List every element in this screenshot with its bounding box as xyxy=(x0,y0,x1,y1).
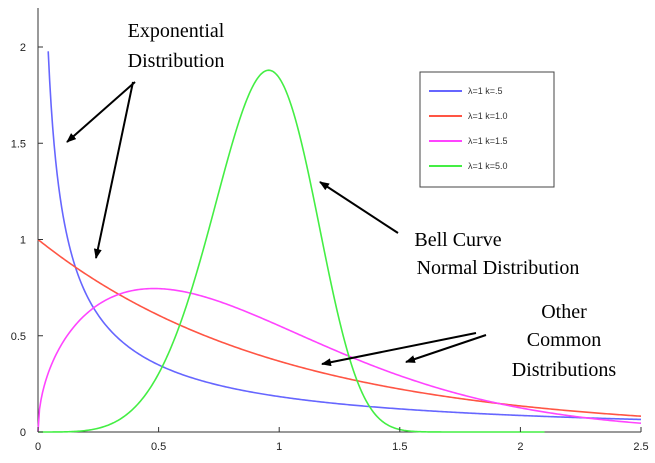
legend-label: λ=1 k=1.5 xyxy=(468,136,508,146)
arrow-other-2 xyxy=(405,334,487,363)
annotation-other-line1: Other xyxy=(541,301,587,323)
arrow-other-1 xyxy=(321,332,477,367)
annotation-other: Other Common Distributions xyxy=(321,301,617,381)
y-tick-label: 2 xyxy=(20,42,26,54)
series-line-1 xyxy=(47,51,642,421)
annotation-other-line3: Distributions xyxy=(512,359,617,381)
legend-label: λ=1 k=1.0 xyxy=(468,111,508,121)
legend-label: λ=1 k=5.0 xyxy=(468,161,508,171)
ticks-layer: 0 0.5 1 1.5 2 2.5 0 0.5 1 1.5 2 xyxy=(11,42,649,453)
annotation-bell-line1: Bell Curve xyxy=(414,229,501,251)
y-tick-label: 1 xyxy=(20,235,26,247)
annotation-exponential: Exponential Distribution xyxy=(66,20,225,259)
annotation-exponential-line2: Distribution xyxy=(128,50,225,72)
x-tick-label: 0.5 xyxy=(151,441,166,453)
arrow-exponential-1 xyxy=(66,81,136,143)
x-tick-label: 2.5 xyxy=(633,441,648,453)
series-line-4 xyxy=(38,69,545,433)
annotation-bell: Bell Curve Normal Distribution xyxy=(319,181,580,279)
annotation-bell-line2: Normal Distribution xyxy=(417,257,580,279)
y-tick-label: 1.5 xyxy=(11,138,26,150)
series-layer xyxy=(37,51,642,433)
y-tick-label: 0.5 xyxy=(11,331,26,343)
series-line-3 xyxy=(37,287,642,433)
annotation-exponential-line1: Exponential xyxy=(128,20,225,42)
legend: λ=1 k=.5 λ=1 k=1.0 λ=1 k=1.5 λ=1 k=5.0 xyxy=(419,71,555,188)
x-tick-label: 0 xyxy=(35,441,41,453)
x-tick-label: 1.5 xyxy=(392,441,407,453)
annotation-other-line2: Common xyxy=(527,329,601,351)
x-tick-label: 1 xyxy=(276,441,282,453)
arrow-bell xyxy=(319,181,399,234)
legend-label: λ=1 k=.5 xyxy=(468,86,503,96)
arrow-exponential-2 xyxy=(93,81,134,259)
x-tick-label: 2 xyxy=(517,441,523,453)
y-tick-label: 0 xyxy=(20,427,26,439)
series-line-2 xyxy=(37,238,642,417)
